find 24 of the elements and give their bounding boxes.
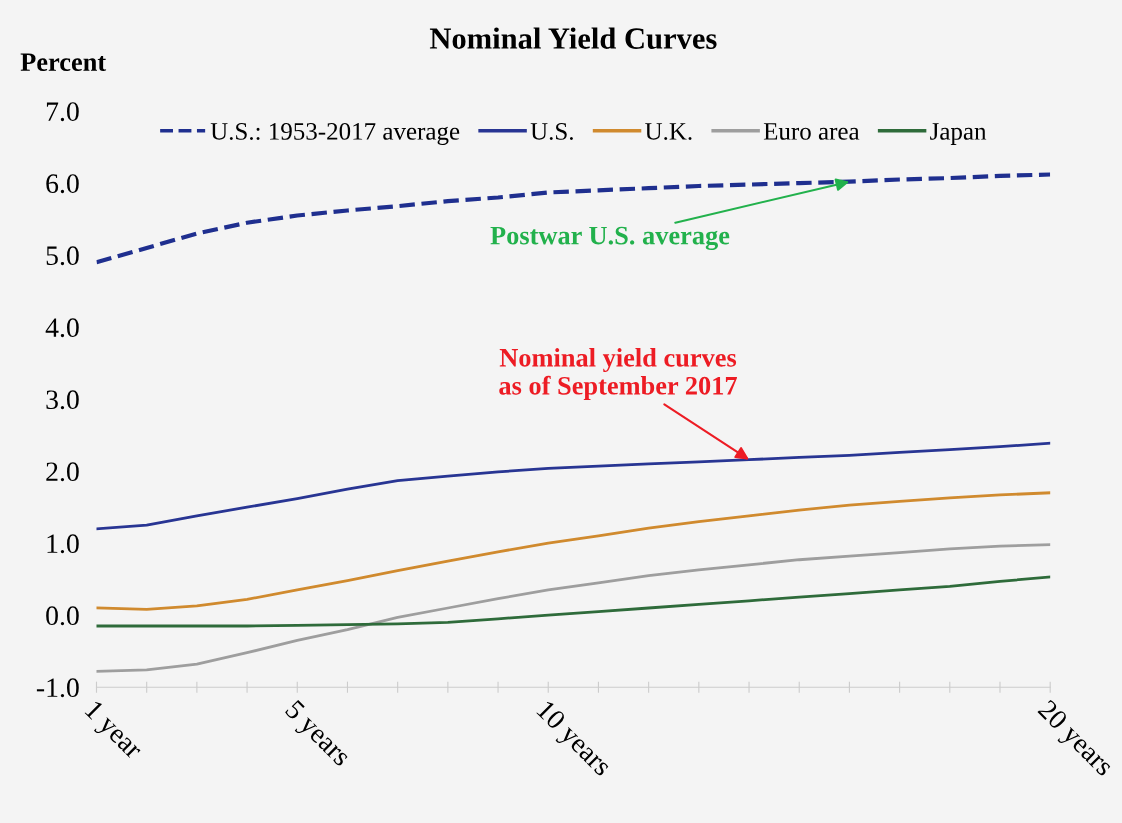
y-tick-label: 0.0 (46, 606, 79, 626)
line-series (96, 575, 1051, 628)
legend-label: Japan (930, 123, 987, 145)
line-series (96, 172, 1051, 265)
y-tick-label: 3.0 (46, 390, 79, 410)
y-tick-label: 2.0 (46, 462, 79, 482)
y-axis-title: Percent (20, 53, 107, 72)
y-tick-label: 6.0 (46, 174, 79, 194)
y-tick-label: 1.0 (47, 534, 79, 554)
legend-label: U.K. (645, 123, 692, 140)
legend-label: U.S.: 1953-2017 average (210, 122, 460, 145)
legend-label: Euro area (763, 123, 860, 140)
x-tick-label: 1 year (80, 699, 145, 764)
line-series (96, 441, 1051, 531)
annotation: Nominal yield curves as of September 2017 (499, 348, 737, 400)
chart-title: Nominal Yield Curves (429, 27, 717, 49)
y-tick-label: 7.0 (46, 102, 79, 122)
y-tick-label: -1.0 (36, 678, 79, 698)
line-series (96, 543, 1051, 673)
y-tick-label: 4.0 (45, 318, 79, 338)
line-series (96, 491, 1051, 611)
annotation: Postwar U.S. average (490, 226, 730, 250)
legend-label: U.S. (530, 123, 573, 140)
y-tick-label: 5.0 (46, 246, 79, 266)
